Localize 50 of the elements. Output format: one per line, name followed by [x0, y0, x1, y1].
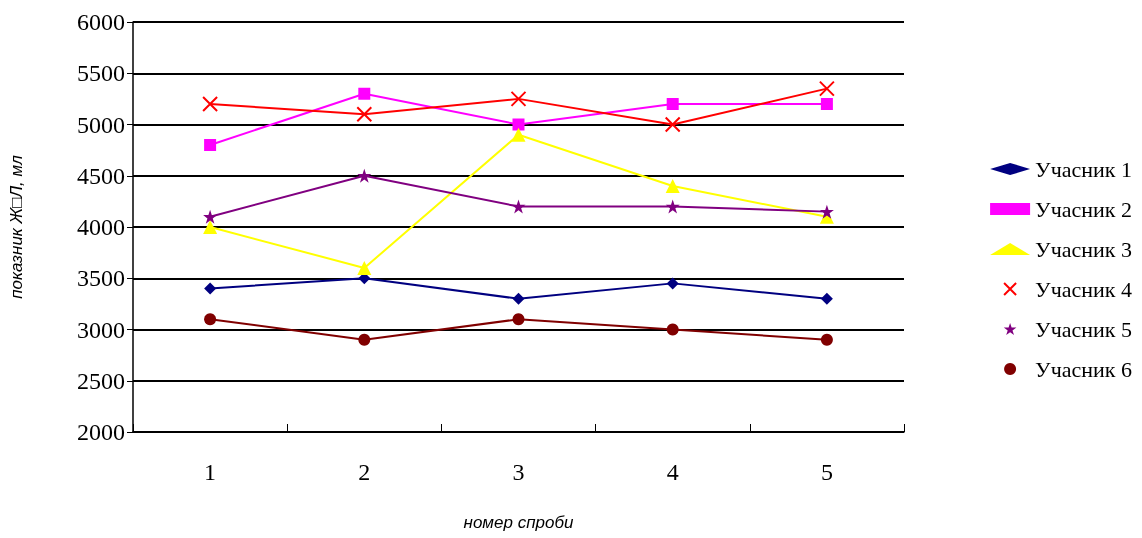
point — [357, 168, 372, 183]
point — [664, 116, 681, 133]
point — [820, 333, 833, 346]
y-tick-label: 2000 — [77, 419, 125, 445]
point — [666, 277, 679, 290]
legend-label: Учасник 6 — [1035, 356, 1132, 382]
point — [204, 139, 217, 151]
point — [203, 220, 218, 234]
y-tick-label: 5500 — [77, 60, 125, 87]
x-tick-label: 2 — [358, 459, 371, 485]
point — [511, 127, 526, 142]
y-tick-label: 2500 — [77, 367, 125, 394]
point — [818, 80, 835, 97]
point — [666, 98, 679, 110]
point — [666, 323, 679, 336]
y-tick-label: 4500 — [77, 162, 125, 189]
legend-label: Учасник 1 — [1035, 156, 1132, 182]
point — [512, 118, 525, 131]
y-tick-label: 6000 — [77, 9, 125, 35]
point — [358, 87, 371, 100]
y-tick-label: 5000 — [77, 111, 125, 138]
point — [820, 98, 833, 110]
point — [204, 282, 217, 295]
point — [665, 199, 680, 214]
x-tick-label: 5 — [820, 459, 833, 485]
x-axis-title: номер спроби — [463, 513, 574, 532]
legend-label: Учасник 4 — [1035, 276, 1132, 302]
y-tick-label: 3500 — [77, 265, 125, 292]
point — [512, 313, 525, 326]
x-tick-label: 4 — [666, 459, 679, 485]
point — [203, 209, 218, 224]
legend-label: Учасник 3 — [1035, 236, 1132, 262]
point — [665, 179, 680, 193]
y-tick-label: 3000 — [77, 316, 125, 343]
legend-label: Учасник 2 — [1035, 196, 1132, 222]
point — [204, 313, 217, 326]
y-axis-title: показник Ж□Л, мл — [7, 154, 26, 299]
point — [202, 96, 219, 112]
y-tick-label: 4000 — [77, 214, 125, 240]
point — [357, 261, 372, 275]
point — [510, 90, 527, 107]
legend-label: Учасник 5 — [1035, 316, 1132, 342]
point — [819, 204, 834, 219]
point — [356, 106, 373, 123]
x-tick-label: 3 — [512, 459, 525, 485]
point — [511, 199, 526, 214]
point — [820, 292, 833, 305]
point — [358, 333, 371, 346]
point — [512, 292, 525, 305]
x-tick-label: 1 — [204, 459, 217, 485]
